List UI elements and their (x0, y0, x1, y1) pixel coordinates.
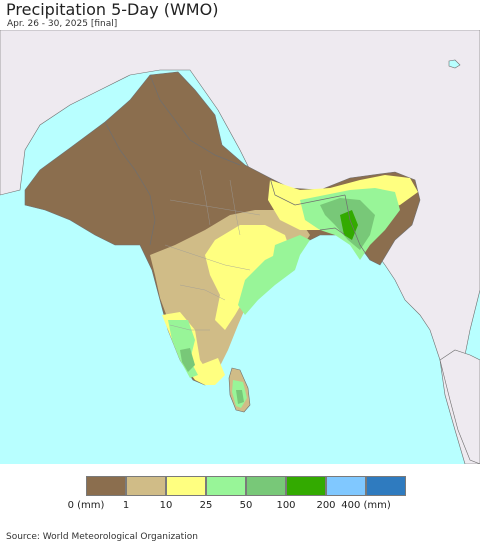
map-title: Precipitation 5-Day (WMO) (6, 0, 219, 19)
legend-swatch (326, 476, 366, 496)
date-range-subtitle: Apr. 26 - 30, 2025 [final] (7, 19, 118, 29)
legend-swatch (366, 476, 406, 496)
rainfall-fields (150, 175, 418, 385)
moderate-rain-odisha (272, 235, 310, 265)
source-credit: Source: World Meteorological Organizatio… (6, 532, 198, 542)
legend-label: 10 (159, 500, 173, 511)
light-rain-tamilnadu (200, 358, 225, 385)
sri-lanka (228, 367, 251, 413)
legend-label: 50 (239, 500, 253, 511)
legend-label: 1 (122, 500, 130, 511)
island (448, 59, 461, 69)
legend-label: 200 (316, 500, 336, 511)
legend-label: 400 (mm) (341, 500, 391, 511)
very-heavy-rain-bangladesh (340, 210, 358, 240)
legend-label: 0 (mm) (67, 500, 105, 511)
legend-label: 25 (199, 500, 213, 511)
legend-swatch (166, 476, 206, 496)
country-borders (104, 74, 371, 261)
legend-swatch (286, 476, 326, 496)
legend-swatch (206, 476, 246, 496)
legend-swatch (86, 476, 126, 496)
legend-swatch (126, 476, 166, 496)
legend-label: 100 (276, 500, 296, 511)
southeast-peninsula (439, 349, 480, 464)
precipitation-map (0, 30, 480, 464)
heavy-rain-kerala (180, 348, 195, 372)
legend-swatch (246, 476, 286, 496)
state-borders (164, 169, 261, 331)
moderate-rain-east (238, 250, 300, 315)
